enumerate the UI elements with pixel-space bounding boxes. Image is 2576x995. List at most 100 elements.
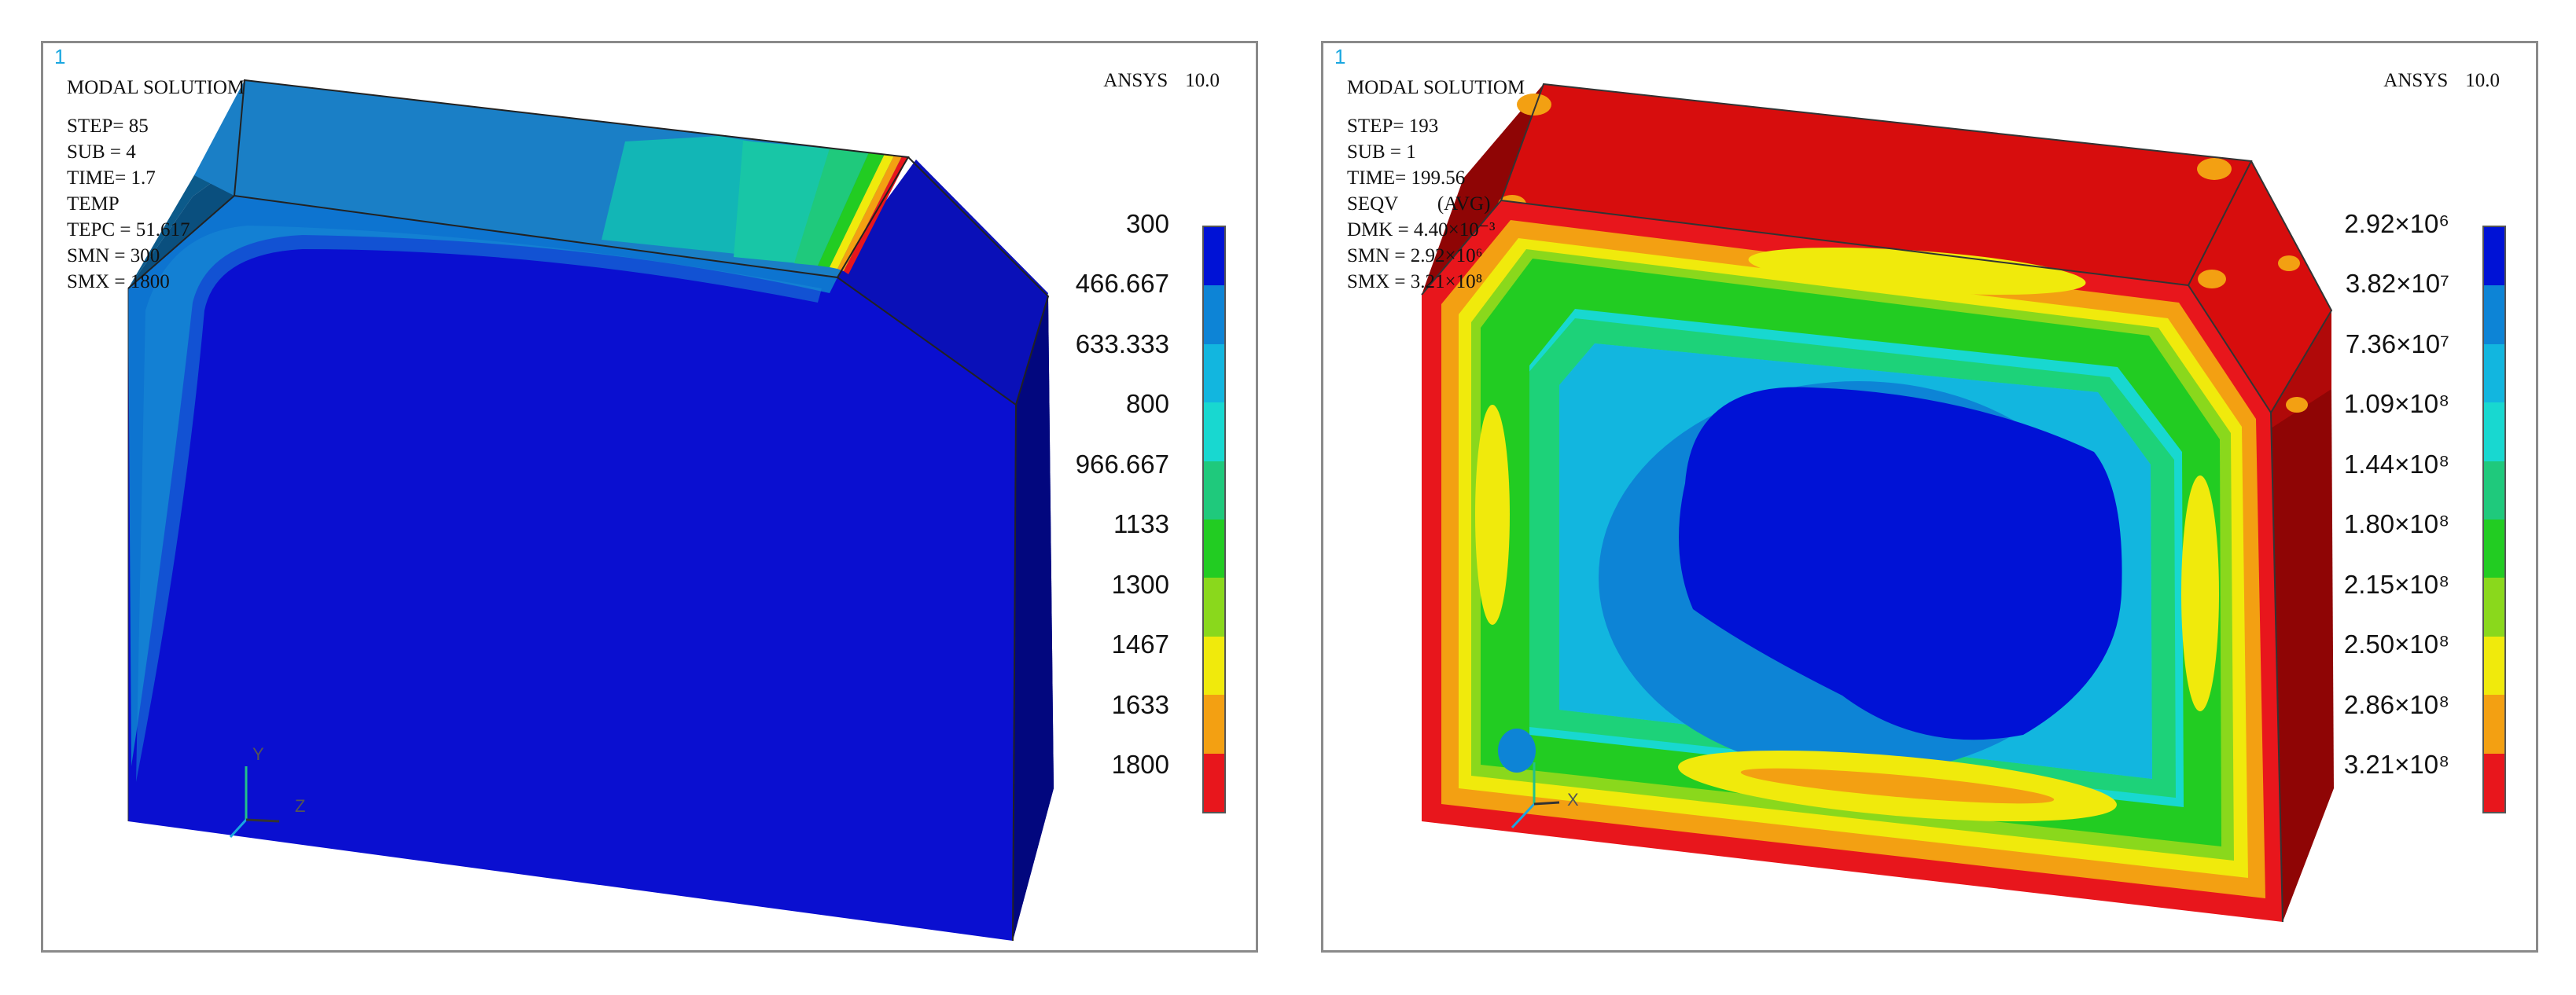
solution-heading: MODAL SOLUTIOM xyxy=(1347,77,1525,98)
legend-tick: 1467 xyxy=(1111,630,1169,659)
model-right-bevel xyxy=(830,160,1048,405)
legend-color-segment xyxy=(1204,343,1224,403)
software-name: ANSYS xyxy=(2383,70,2449,91)
model-right-front-lower xyxy=(1013,296,1054,941)
solution-info: MODAL SOLUTIOM STEP= 85 SUB = 4 TIME= 1.… xyxy=(67,75,245,295)
info-line: SMN = 2.92×10⁶ xyxy=(1347,245,1483,266)
solution-heading: MODAL SOLUTIOM xyxy=(67,77,245,98)
model-top-left-dark xyxy=(128,159,245,288)
legend-tick: 466.667 xyxy=(1075,269,1169,298)
model-edges xyxy=(127,194,1017,406)
model-top-band-yellow xyxy=(830,154,894,269)
info-line: SUB = 1 xyxy=(1347,141,1416,163)
legend-tick: 2.92×10⁶ xyxy=(2344,209,2449,238)
front-blue-core xyxy=(1679,387,2122,740)
hotspot xyxy=(1517,94,1551,116)
legend-color-bar xyxy=(1202,226,1226,813)
legend-tick: 1300 xyxy=(1111,570,1169,599)
legend-color-segment xyxy=(1204,227,1224,286)
window-number: 1 xyxy=(1334,45,1346,68)
legend-tick: 1.44×10⁸ xyxy=(2343,450,2449,479)
legend-color-segment xyxy=(2484,695,2504,754)
info-line: TEMP xyxy=(67,193,120,215)
software-name: ANSYS xyxy=(1103,70,1168,91)
stress-model-render xyxy=(1421,83,2334,923)
legend-color-segment xyxy=(2484,285,2504,344)
info-line: TIME= 199.56 xyxy=(1347,167,1466,189)
model-top-band-lime xyxy=(818,152,885,267)
software-version: ANSYS 10.0 xyxy=(2383,70,2500,92)
software-version: ANSYS 10.0 xyxy=(1103,70,1220,92)
info-line: SEQV (AVG) xyxy=(1347,193,1491,215)
legend-color-segment xyxy=(2484,753,2504,813)
legend-color-bar xyxy=(2482,226,2506,813)
info-line: TEPC = 51.617 xyxy=(67,219,190,240)
info-line: STEP= 193 xyxy=(1347,116,1439,137)
axis-triad-icon xyxy=(1511,762,1560,829)
model-front-face xyxy=(128,196,1016,941)
hotspot xyxy=(2198,270,2226,288)
blue-spot xyxy=(1498,729,1536,773)
temperature-contour-panel: 1 MODAL SOLUTIOM STEP= 85 SUB = 4 TIME= … xyxy=(41,41,1258,953)
hotspot xyxy=(2278,255,2300,271)
hotspot xyxy=(2286,397,2308,413)
legend-tick: 1800 xyxy=(1111,750,1169,779)
legend-color-segment xyxy=(2484,636,2504,696)
model-top-band-orange xyxy=(837,156,902,271)
info-line: TIME= 1.7 xyxy=(67,167,156,189)
legend-tick: 1.80×10⁸ xyxy=(2343,509,2449,538)
window-number: 1 xyxy=(54,45,66,68)
axis-label-x: X xyxy=(1567,790,1579,810)
legend-tick: 633.333 xyxy=(1075,329,1169,358)
axis-label-y: Y xyxy=(252,744,264,764)
model-side-face xyxy=(2271,389,2334,922)
temperature-model-render xyxy=(127,79,1054,942)
software-version-number: 10.0 xyxy=(1185,70,1220,91)
legend-color-segment xyxy=(2484,461,2504,520)
model-top-face xyxy=(1501,84,2251,285)
legend-labels: 2.92×10⁶ 3.82×10⁷ 7.36×10⁷ 1.09×10⁸ 1.44… xyxy=(2214,207,2449,835)
legend-tick: 1133 xyxy=(1113,509,1169,538)
axis-triad-icon xyxy=(229,766,280,839)
info-line: SUB = 4 xyxy=(67,141,136,163)
legend-tick: 3.21×10⁸ xyxy=(2343,750,2449,779)
software-version-number: 10.0 xyxy=(2465,70,2500,91)
legend-color-segment xyxy=(1204,578,1224,637)
legend-tick: 2.86×10⁸ xyxy=(2343,690,2449,719)
orange-stripe xyxy=(1740,768,2055,804)
legend-color-segment xyxy=(2484,578,2504,637)
yellow-stripe xyxy=(1748,248,2086,295)
legend-color-segment xyxy=(1204,461,1224,520)
legend-tick: 2.50×10⁸ xyxy=(2343,630,2449,659)
info-line: STEP= 85 xyxy=(67,116,149,137)
solution-info: MODAL SOLUTIOM STEP= 193 SUB = 1 TIME= 1… xyxy=(1347,75,1525,295)
info-line: SMX = 3.21×10⁸ xyxy=(1347,271,1483,292)
info-line: DMK = 4.40×10⁻³ xyxy=(1347,219,1496,240)
legend-tick: 1633 xyxy=(1111,690,1169,719)
legend-color-segment xyxy=(1204,402,1224,461)
legend-color-segment xyxy=(1204,285,1224,344)
legend-color-segment xyxy=(1204,695,1224,754)
legend-color-segment xyxy=(2484,343,2504,403)
model-left-bevel xyxy=(1422,84,1544,295)
legend-labels: 300 466.667 633.333 800 966.667 1133 130… xyxy=(933,207,1169,835)
axis-label-z: Z xyxy=(295,796,306,816)
legend-color-segment xyxy=(1204,520,1224,578)
model-right-edge-strip xyxy=(2271,310,2331,428)
legend-color-segment xyxy=(1204,636,1224,696)
legend-tick: 7.36×10⁷ xyxy=(2345,329,2449,358)
legend-tick: 800 xyxy=(1125,389,1169,418)
yellow-stripe xyxy=(1475,405,1510,625)
legend-color-segment xyxy=(2484,227,2504,286)
yellow-stripe xyxy=(2181,475,2219,711)
legend-color-segment xyxy=(1204,753,1224,813)
legend-color-segment xyxy=(2484,520,2504,578)
hotspot xyxy=(2197,158,2232,180)
info-line: SMX = 1800 xyxy=(67,271,170,292)
legend-tick: 3.82×10⁷ xyxy=(2345,269,2449,298)
legend-color-segment xyxy=(2484,402,2504,461)
model-top-band-green xyxy=(794,149,869,266)
model-right-bevel xyxy=(2188,161,2331,413)
stress-contour-panel: 1 MODAL SOLUTIOM STEP= 193 SUB = 1 TIME=… xyxy=(1321,41,2538,953)
legend-tick: 300 xyxy=(1125,209,1169,238)
